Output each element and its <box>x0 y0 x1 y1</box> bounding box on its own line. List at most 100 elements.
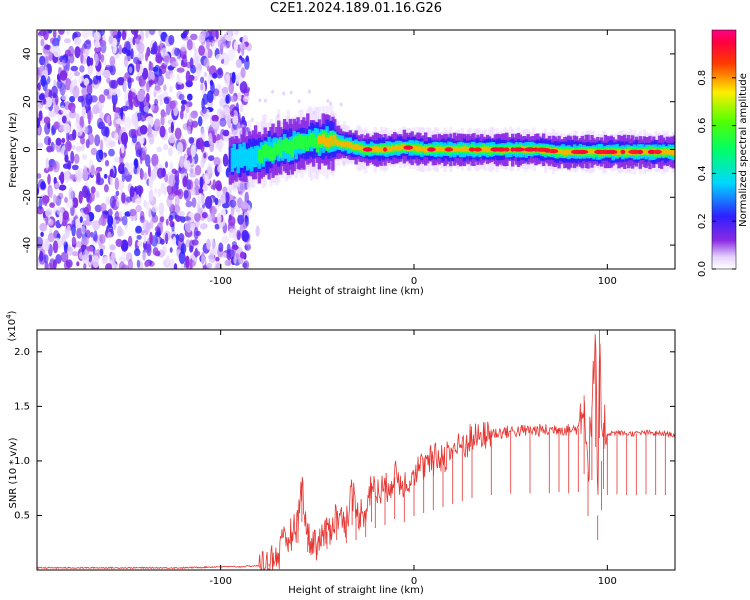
x-tick-label: -100 <box>209 576 232 587</box>
heatmap-speck <box>312 110 316 115</box>
heatmap-noise-blob <box>191 239 199 246</box>
heatmap-noise-blob <box>164 161 169 169</box>
heatmap-noise-blob <box>222 202 230 209</box>
heatmap-noise-blob <box>65 140 72 152</box>
heatmap-noise-blob <box>232 115 239 125</box>
heatmap-noise-blob <box>162 91 169 98</box>
heatmap-noise-blob <box>197 116 203 127</box>
heatmap-noise-blob <box>232 181 238 189</box>
heatmap-noise-blob <box>67 246 74 256</box>
heatmap-trace-cell <box>269 148 273 162</box>
heatmap-noise-blob <box>74 46 81 59</box>
heatmap-noise-blob <box>85 138 90 149</box>
heatmap-noise-blob <box>136 259 141 268</box>
heatmap-noise-blob <box>184 112 188 120</box>
heatmap-trace-cell <box>344 142 349 147</box>
heatmap-noise-blob <box>94 40 100 48</box>
y-tick-label: 0.5 <box>14 510 30 521</box>
heatmap-noise-blob <box>215 53 224 61</box>
heatmap-trace-cell <box>338 141 343 146</box>
heatmap-noise-blob <box>53 176 57 185</box>
heatmap-noise-blob <box>133 166 138 175</box>
heatmap-noise-blob <box>125 49 132 57</box>
heatmap-trace-cell <box>315 137 320 153</box>
heatmap-noise-blob <box>179 109 184 120</box>
heatmap-trace-cell <box>673 150 675 155</box>
heatmap-noise-blob <box>68 187 74 201</box>
heatmap-noise-blob <box>206 214 212 223</box>
heatmap-trace-cell <box>340 141 345 147</box>
heatmap-trace-cell <box>567 149 571 154</box>
heatmap-trace-cell <box>454 146 459 152</box>
heatmap-noise-blob <box>178 233 185 242</box>
heatmap-noise-blob <box>143 232 147 244</box>
heatmap-noise-blob <box>124 72 131 80</box>
heatmap-noise-blob <box>38 100 44 109</box>
heatmap-trace-cell <box>240 146 244 168</box>
heatmap-trace-cell <box>385 146 389 152</box>
heatmap-trace-cell <box>251 148 256 168</box>
heatmap-noise-blob <box>65 199 74 209</box>
heatmap-trace-cell <box>663 148 668 155</box>
heatmap-noise-blob <box>52 240 59 254</box>
heatmap-noise-blob <box>53 104 60 115</box>
heatmap-trace-cell <box>387 147 391 152</box>
y-tick-label: 20 <box>22 95 33 108</box>
heatmap-trace-cell <box>373 146 378 152</box>
heatmap-noise-blob <box>222 129 230 137</box>
heatmap-speck <box>251 117 254 122</box>
y-tick-label: 1.5 <box>14 401 30 412</box>
heatmap-noise-blob <box>235 253 239 259</box>
heatmap-noise-blob <box>86 203 91 214</box>
heatmap-noise-blob <box>159 216 165 223</box>
heatmap-noise-blob <box>74 71 80 77</box>
heatmap-noise-blob <box>39 250 44 262</box>
heatmap-noise-blob <box>107 231 112 240</box>
heatmap-trace-cell <box>458 147 463 152</box>
heatmap-trace-cell <box>263 144 267 159</box>
heatmap-noise-blob <box>159 125 166 138</box>
heatmap-noise-blob <box>106 94 111 100</box>
heatmap-noise-blob <box>241 230 250 242</box>
heatmap-trace-cell <box>327 137 331 147</box>
heatmap-noise-blob <box>214 223 220 230</box>
heatmap-trace-cell <box>230 147 235 172</box>
heatmap-noise-blob <box>208 132 213 146</box>
heatmap-noise-blob <box>109 174 114 186</box>
heatmap-noise-blob <box>185 70 191 83</box>
heatmap-noise-blob <box>190 187 196 196</box>
heatmap-noise-blob <box>54 182 61 188</box>
heatmap-noise-blob <box>219 117 227 127</box>
x-tick-label: 0 <box>411 576 417 587</box>
heatmap-noise-blob <box>192 53 201 62</box>
heatmap-speck <box>326 98 330 103</box>
heatmap-trace-cell <box>400 144 405 150</box>
heatmap-noise-blob <box>128 66 133 74</box>
heatmap-noise-blob <box>106 115 111 124</box>
heatmap-noise-blob <box>129 186 135 198</box>
heatmap-noise-blob <box>72 85 80 99</box>
heatmap-noise-blob <box>241 201 249 210</box>
heatmap-noise-blob <box>239 81 248 94</box>
heatmap-noise-blob <box>49 202 55 208</box>
heatmap-trace-cell <box>665 149 670 155</box>
heatmap-peak-cell <box>444 147 454 152</box>
heatmap-noise-blob <box>195 68 201 77</box>
heatmap-noise-blob <box>37 82 41 91</box>
heatmap-noise-blob <box>64 78 72 91</box>
heatmap-noise-blob <box>239 251 246 259</box>
heatmap-trace-cell <box>466 147 470 152</box>
heatmap-noise-blob <box>194 178 199 188</box>
heatmap-speck <box>329 101 333 106</box>
heatmap-noise-blob <box>149 79 154 85</box>
heatmap-speck <box>282 91 286 96</box>
heatmap-trace-cell <box>317 135 322 145</box>
heatmap-noise-blob <box>55 94 59 106</box>
heatmap-trace-cell <box>279 145 283 157</box>
heatmap-noise-blob <box>52 194 57 204</box>
heatmap-noise-blob <box>98 103 105 109</box>
heatmap-noise-blob <box>121 105 129 112</box>
heatmap-trace-cell <box>323 138 327 147</box>
heatmap-trace-cell <box>625 148 629 155</box>
heatmap-noise-blob <box>178 93 185 101</box>
